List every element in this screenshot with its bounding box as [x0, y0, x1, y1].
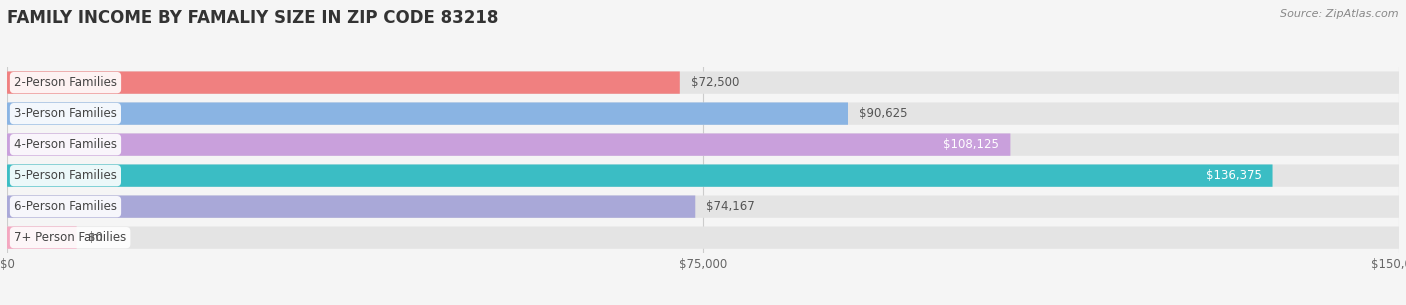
Text: $72,500: $72,500 — [690, 76, 740, 89]
Text: 4-Person Families: 4-Person Families — [14, 138, 117, 151]
FancyBboxPatch shape — [7, 196, 696, 218]
Text: 2-Person Families: 2-Person Families — [14, 76, 117, 89]
FancyBboxPatch shape — [7, 227, 1399, 249]
Text: $136,375: $136,375 — [1205, 169, 1261, 182]
FancyBboxPatch shape — [7, 134, 1011, 156]
FancyBboxPatch shape — [7, 71, 681, 94]
FancyBboxPatch shape — [7, 134, 1399, 156]
Text: 7+ Person Families: 7+ Person Families — [14, 231, 127, 244]
FancyBboxPatch shape — [7, 227, 77, 249]
FancyBboxPatch shape — [7, 196, 1399, 218]
FancyBboxPatch shape — [7, 102, 848, 125]
Text: 3-Person Families: 3-Person Families — [14, 107, 117, 120]
Text: $0: $0 — [87, 231, 103, 244]
Text: $90,625: $90,625 — [859, 107, 908, 120]
FancyBboxPatch shape — [7, 102, 1399, 125]
Text: Source: ZipAtlas.com: Source: ZipAtlas.com — [1281, 9, 1399, 19]
Text: FAMILY INCOME BY FAMALIY SIZE IN ZIP CODE 83218: FAMILY INCOME BY FAMALIY SIZE IN ZIP COD… — [7, 9, 498, 27]
Text: $108,125: $108,125 — [943, 138, 1000, 151]
FancyBboxPatch shape — [7, 164, 1399, 187]
FancyBboxPatch shape — [7, 164, 1272, 187]
Text: 6-Person Families: 6-Person Families — [14, 200, 117, 213]
Text: 5-Person Families: 5-Person Families — [14, 169, 117, 182]
Text: $74,167: $74,167 — [706, 200, 755, 213]
FancyBboxPatch shape — [7, 71, 1399, 94]
